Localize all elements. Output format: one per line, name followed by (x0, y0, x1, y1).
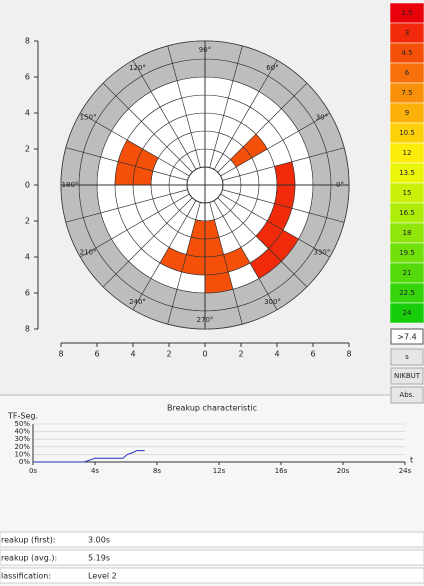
y-tick-label: 30% (14, 435, 30, 443)
legend-label: 9 (405, 109, 409, 117)
button-label[interactable]: s (405, 353, 409, 361)
cell (223, 246, 251, 273)
angle-label: 60° (266, 64, 278, 72)
y-tick-label: 0% (19, 458, 30, 466)
threshold-box (390, 328, 424, 345)
ring-cell (176, 76, 206, 99)
y-tick-label: 4 (25, 253, 30, 262)
x-tick-label: 4 (130, 350, 135, 359)
cell (266, 203, 293, 231)
x-tick-label: 8s (153, 467, 161, 475)
x-tick-label: 4s (91, 467, 99, 475)
x-tick-label: 16s (275, 467, 288, 475)
x-tick-label: 0s (29, 467, 37, 475)
y-tick-label: 2 (25, 145, 30, 154)
y-tick-label: 8 (25, 325, 30, 334)
x-label: t (410, 456, 413, 465)
legend-swatch (389, 302, 424, 324)
angle-label: 120° (129, 64, 146, 72)
angle-label: 240° (129, 298, 146, 306)
legend-label: 7.5 (401, 89, 412, 97)
cell (242, 133, 268, 159)
legend-label: 13.5 (399, 169, 415, 177)
x-tick-label: 4 (274, 350, 279, 359)
y-tick-label: 8 (25, 37, 30, 46)
field-value: Level 2 (88, 572, 117, 581)
x-tick-label: 8 (58, 350, 63, 359)
angle-label: 270° (197, 316, 214, 324)
y-tick-label: 4 (25, 109, 30, 118)
angle-label: 330° (313, 249, 330, 257)
y-tick-label: 20% (14, 443, 30, 451)
x-tick-label: 0 (202, 350, 207, 359)
y-tick-label: 0 (25, 181, 30, 190)
button[interactable] (390, 386, 424, 404)
field-label: reakup (avg.): (1, 554, 57, 563)
threshold: >7.4 (397, 333, 416, 342)
legend-label: 1.5 (401, 9, 412, 17)
y-tick-label: 40% (14, 428, 30, 436)
legend-label: 10.5 (399, 129, 415, 137)
angle-label: 0° (336, 181, 344, 189)
y-tick-label: 50% (14, 420, 30, 428)
legend-label: 12 (403, 149, 412, 157)
field-row (0, 567, 424, 584)
line (33, 450, 145, 463)
legend-label: 22.5 (399, 289, 415, 297)
ring-cell (204, 76, 234, 99)
cell (268, 229, 299, 262)
field-label: lassification: (1, 572, 51, 581)
legend-label: 21 (403, 269, 412, 277)
cell (274, 161, 296, 186)
y-label: TF-Seg. (7, 412, 38, 421)
x-tick-label: 20s (337, 467, 350, 475)
legend-label: 15 (403, 189, 412, 197)
x-tick-label: 24s (399, 467, 412, 475)
field-row (0, 549, 424, 566)
field-value: 5.19s (88, 554, 110, 563)
legend-label: 24 (403, 309, 412, 317)
cell (249, 248, 282, 279)
y-tick-label: 2 (25, 217, 30, 226)
legend-label: 19.5 (399, 249, 415, 257)
y-tick-label: 10% (14, 450, 30, 458)
legend-label: 4.5 (401, 49, 412, 57)
legend-label: 6 (405, 69, 410, 77)
x-tick-label: 2 (238, 350, 243, 359)
angle-label: 90° (199, 46, 211, 54)
angle-label: 180° (62, 181, 79, 189)
button-label[interactable]: Abs. (399, 391, 414, 399)
angle-label: 210° (80, 249, 97, 257)
x-tick-label: 12s (213, 467, 226, 475)
angle-label: 150° (80, 114, 97, 122)
chart-title: Breakup characteristic (167, 404, 257, 413)
x-tick-label: 2 (166, 350, 171, 359)
y-tick-label: 6 (25, 289, 30, 298)
field-value: 3.00s (88, 536, 110, 545)
button-label[interactable]: NIKBUT (394, 372, 421, 380)
ring-cell (96, 184, 119, 214)
button[interactable] (390, 367, 424, 385)
x-tick-label: 6 (310, 350, 315, 359)
cell (159, 246, 187, 273)
field-label: reakup (first): (1, 536, 56, 545)
legend-label: 3 (405, 29, 409, 37)
legend-label: 18 (403, 229, 412, 237)
legend-label: 16.5 (399, 209, 415, 217)
field-row (0, 531, 424, 548)
y-tick-label: 6 (25, 73, 30, 82)
x-tick-label: 8 (346, 350, 351, 359)
cell (204, 271, 234, 294)
angle-label: 300° (264, 298, 281, 306)
angle-label: 30° (316, 114, 328, 122)
button[interactable] (390, 348, 424, 366)
x-tick-label: 6 (94, 350, 99, 359)
